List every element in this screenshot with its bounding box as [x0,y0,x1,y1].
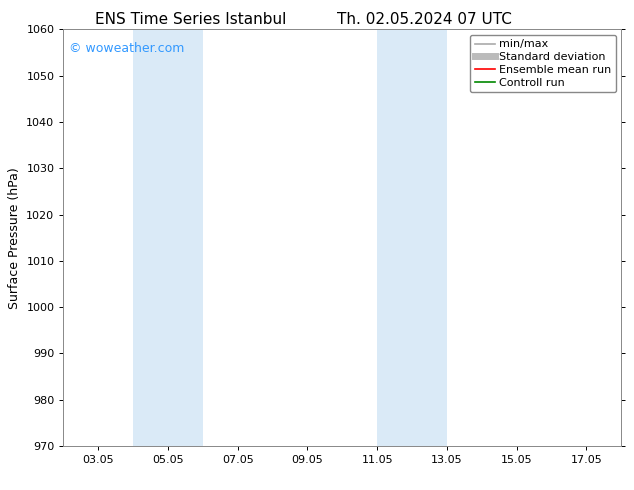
Bar [133,29,203,446]
Bar [377,29,447,446]
Text: © woweather.com: © woweather.com [69,42,184,55]
Text: ENS Time Series Istanbul: ENS Time Series Istanbul [94,12,286,27]
Y-axis label: Surface Pressure (hPa): Surface Pressure (hPa) [8,167,21,309]
Text: Th. 02.05.2024 07 UTC: Th. 02.05.2024 07 UTC [337,12,512,27]
Legend: min/max, Standard deviation, Ensemble mean run, Controll run: min/max, Standard deviation, Ensemble me… [470,35,616,92]
